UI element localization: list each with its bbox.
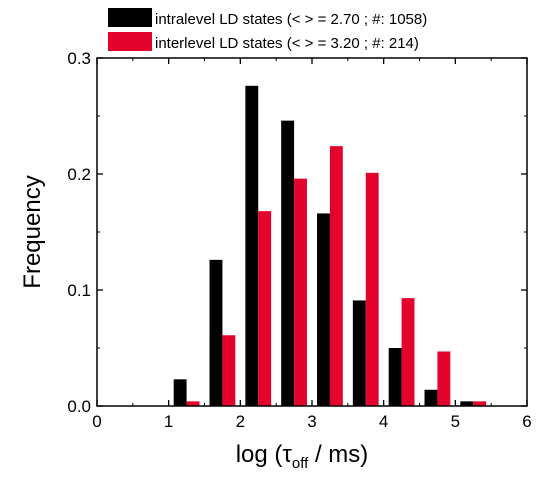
legend-label-0: intralevel LD states (< > = 2.70 ; #: 10…	[155, 11, 427, 28]
x-tick-label-1: 1	[164, 412, 173, 431]
bars-layer	[173, 85, 487, 406]
bar-interlevel-0	[186, 401, 200, 406]
bar-intralevel-6	[388, 348, 402, 406]
x-tick-label-6: 6	[522, 412, 531, 431]
y-axis-title: Frequency	[19, 175, 46, 288]
legend-label-1: interlevel LD states (< > = 3.20 ; #: 21…	[155, 35, 419, 52]
bar-intralevel-4	[317, 213, 330, 406]
legend-swatch-1	[108, 32, 152, 51]
plot-frame	[96, 57, 528, 407]
bar-intralevel-2	[245, 85, 259, 406]
x-axis-title-suffix: / ms)	[308, 441, 368, 468]
bar-interlevel-6	[401, 298, 415, 406]
bar-interlevel-7	[437, 351, 451, 406]
x-tick-label-2: 2	[236, 412, 245, 431]
x-axis-title-subscript: off	[292, 455, 309, 472]
bar-intralevel-3	[281, 120, 295, 406]
bar-interlevel-3	[294, 178, 307, 406]
bar-intralevel-0	[173, 379, 187, 406]
bar-interlevel-2	[258, 211, 272, 406]
bar-intralevel-5	[352, 300, 366, 406]
bar-interlevel-1	[222, 335, 236, 406]
bar-intralevel-1	[209, 259, 223, 406]
bar-interlevel-5	[365, 172, 379, 406]
x-axis-title-main: log (τ	[236, 441, 293, 468]
legend-swatch-0	[108, 8, 152, 27]
y-tick-label-3: 0.3	[67, 49, 91, 68]
bar-intralevel-7	[424, 389, 438, 406]
y-tick-label-1: 0.1	[67, 281, 91, 300]
x-axis-title: log (τoff / ms)	[236, 441, 369, 472]
y-tick-label-0: 0.0	[67, 397, 91, 416]
bar-interlevel-8	[473, 401, 487, 406]
x-tick-label-4: 4	[379, 412, 388, 431]
y-tick-label-2: 0.2	[67, 165, 91, 184]
bar-interlevel-4	[329, 146, 343, 406]
legend: intralevel LD states (< > = 2.70 ; #: 10…	[108, 8, 427, 52]
x-tick-label-3: 3	[307, 412, 316, 431]
bar-intralevel-8	[460, 401, 474, 406]
x-tick-label-5: 5	[451, 412, 460, 431]
x-tick-label-0: 0	[92, 412, 101, 431]
ticks-layer: 0 1 2 3 4 5 6 0.0 0.1 0.2 0.3	[67, 49, 531, 431]
